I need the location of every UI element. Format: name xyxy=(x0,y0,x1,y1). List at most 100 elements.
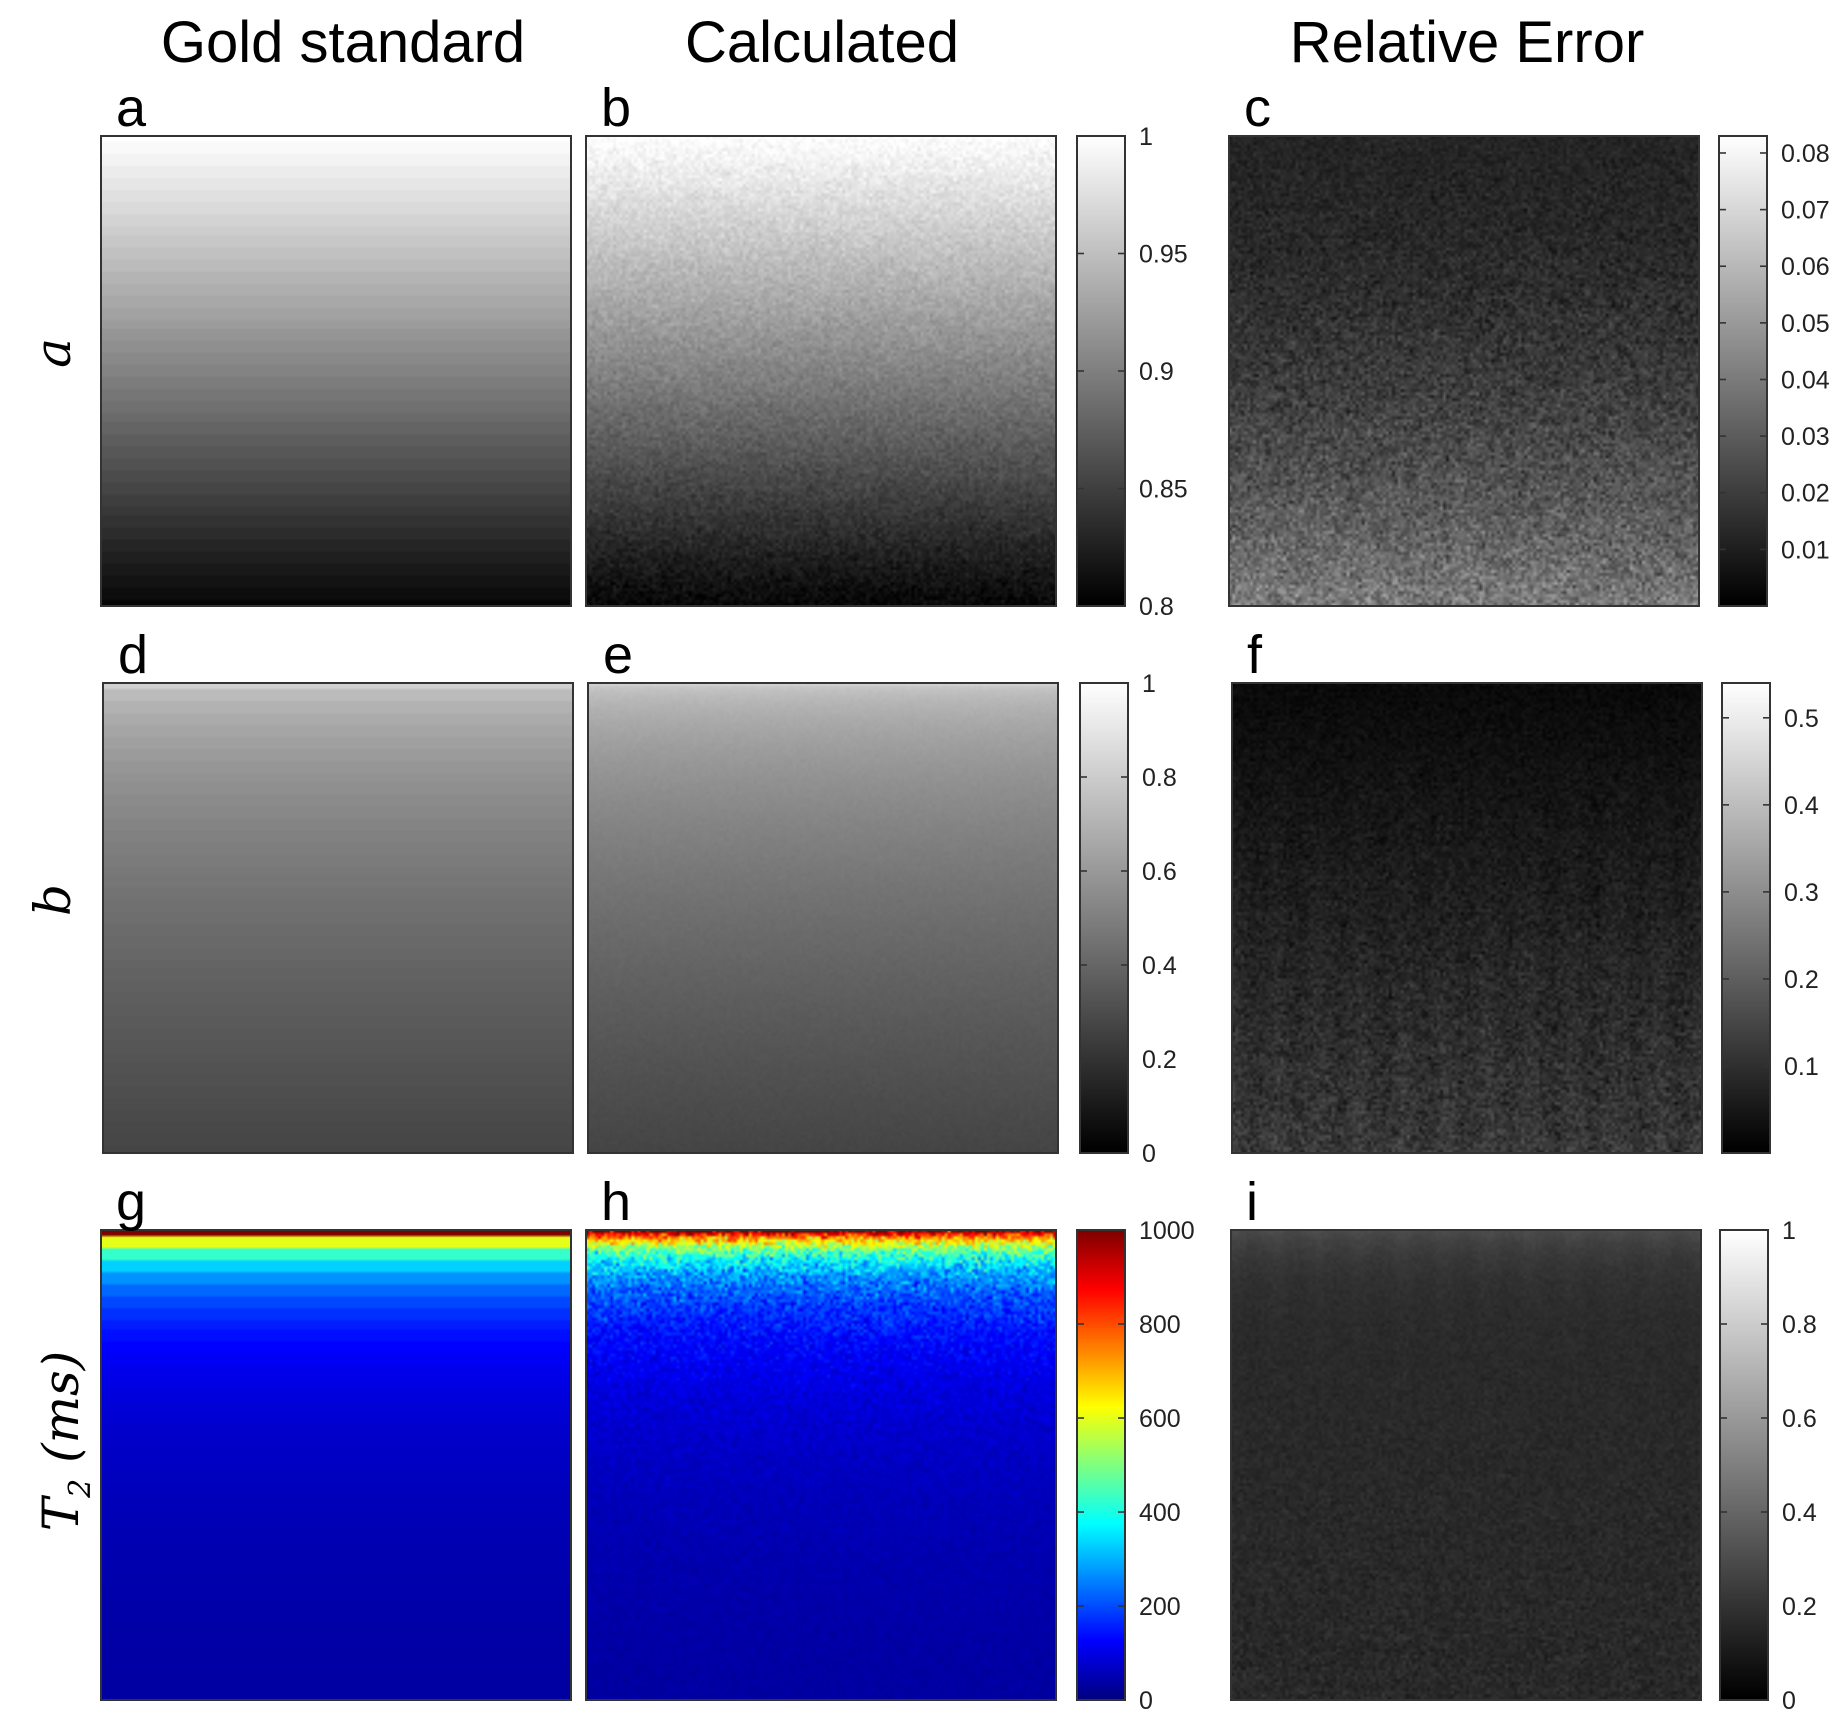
colorbar-f: 0.1 0.2 0.3 0.4 0.5 xyxy=(1721,682,1819,1154)
colorbar-e-frame xyxy=(1079,682,1129,1154)
colorbar-h-tick-label: 400 xyxy=(1139,1499,1181,1527)
column-title-calculated: Calculated xyxy=(685,10,959,75)
colorbar-b-tick-label: 0.9 xyxy=(1139,358,1174,386)
panel-i: i xyxy=(1230,1172,1702,1701)
colorbar-i-frame xyxy=(1719,1229,1769,1701)
panel-letter-b: b xyxy=(601,78,631,138)
colorbar-i-tick-label: 0.4 xyxy=(1782,1499,1817,1527)
colorbar-c-tick-label: 0.06 xyxy=(1781,253,1830,281)
colorbar-e-tick-label: 0.2 xyxy=(1142,1046,1177,1074)
panel-a-frame xyxy=(100,135,572,607)
panel-c-heatmap xyxy=(1229,136,1699,606)
colorbar-h-gradient xyxy=(1077,1230,1125,1700)
panel-b: b xyxy=(585,78,1057,607)
panel-d-frame xyxy=(102,682,574,1154)
colorbar-i: 0 0.2 0.4 0.6 0.8 1 xyxy=(1719,1217,1817,1715)
colorbar-e-tick-label: 0.6 xyxy=(1142,858,1177,886)
colorbar-b-gradient xyxy=(1077,136,1125,606)
row-label-t2: T2 (ms) xyxy=(32,1351,98,1531)
colorbar-i-tick-label: 1 xyxy=(1782,1217,1796,1245)
colorbar-e: 0 0.2 0.4 0.6 0.8 1 xyxy=(1079,670,1177,1168)
colorbar-f-tick-label: 0.5 xyxy=(1784,705,1819,733)
colorbar-h-frame xyxy=(1076,1229,1126,1701)
panel-f: f xyxy=(1231,625,1703,1154)
colorbar-i-tick-label: 0.8 xyxy=(1782,1311,1817,1339)
panel-g-heatmap xyxy=(101,1230,571,1700)
colorbar-f-tick-label: 0.1 xyxy=(1784,1053,1819,1081)
colorbar-b-tick-label: 0.95 xyxy=(1139,241,1188,269)
panel-letter-e: e xyxy=(603,625,633,685)
colorbar-e-tick-label: 0.8 xyxy=(1142,764,1177,792)
colorbar-f-tick-label: 0.4 xyxy=(1784,792,1819,820)
panel-a: a xyxy=(100,78,572,607)
panel-d: d xyxy=(102,625,574,1154)
colorbar-c-tick-label: 0.07 xyxy=(1781,197,1830,225)
colorbar-c-tick-label: 0.03 xyxy=(1781,423,1830,451)
panel-letter-f: f xyxy=(1247,625,1263,685)
colorbar-i-tick-label: 0.2 xyxy=(1782,1593,1817,1621)
panel-c: c xyxy=(1228,78,1700,607)
row-label-t2-unit: (ms) xyxy=(32,1351,90,1479)
panel-h: h xyxy=(585,1172,1057,1701)
panel-b-heatmap xyxy=(586,136,1056,606)
row-label-t2-main: T xyxy=(32,1494,90,1531)
panel-i-heatmap xyxy=(1231,1230,1701,1700)
panel-g: g xyxy=(100,1172,572,1701)
panel-c-frame xyxy=(1228,135,1700,607)
colorbar-h-tick-label: 600 xyxy=(1139,1405,1181,1433)
colorbar-b-tick-label: 1 xyxy=(1139,123,1153,151)
colorbar-c-frame xyxy=(1718,135,1768,607)
row-label-b: b xyxy=(24,884,82,916)
panel-h-frame xyxy=(585,1229,1057,1701)
colorbar-e-tick-label: 0.4 xyxy=(1142,952,1177,980)
panel-letter-d: d xyxy=(118,625,148,685)
panel-e-frame xyxy=(587,682,1059,1154)
svg-text:T2 (ms): T2 (ms) xyxy=(32,1351,98,1531)
panel-i-frame xyxy=(1230,1229,1702,1701)
colorbar-c-tick-label: 0.05 xyxy=(1781,310,1830,338)
colorbar-e-gradient xyxy=(1080,683,1128,1153)
panel-letter-c: c xyxy=(1244,78,1271,138)
colorbar-i-tick-label: 0 xyxy=(1782,1687,1796,1715)
row-label-t2-sub: 2 xyxy=(63,1479,98,1499)
colorbar-b-tick-label: 0.8 xyxy=(1139,593,1174,621)
panel-e: e xyxy=(587,625,1059,1154)
row-label-a: a xyxy=(24,338,82,368)
panel-f-heatmap xyxy=(1232,683,1702,1153)
colorbar-e-tick-label: 0 xyxy=(1142,1140,1156,1168)
panel-h-heatmap xyxy=(586,1230,1056,1700)
panel-letter-g: g xyxy=(116,1172,146,1232)
panel-a-heatmap xyxy=(101,136,571,606)
svg-text:a: a xyxy=(24,338,82,368)
svg-text:b: b xyxy=(24,884,82,916)
colorbar-c-gradient xyxy=(1719,136,1767,606)
colorbar-c-tick-label: 0.04 xyxy=(1781,366,1830,394)
panel-b-frame xyxy=(585,135,1057,607)
panels-layer: a b c d e f g h i xyxy=(100,78,1703,1701)
colorbar-c-tick-label: 0.01 xyxy=(1781,536,1830,564)
panel-letter-h: h xyxy=(601,1172,631,1232)
colorbar-i-gradient xyxy=(1720,1230,1768,1700)
colorbar-c: 0.01 0.02 0.03 0.04 0.05 0.06 0.07 0.08 xyxy=(1718,135,1830,607)
colorbar-f-gradient xyxy=(1722,683,1770,1153)
colorbar-b: 0.8 0.85 0.9 0.95 1 xyxy=(1076,123,1188,621)
panel-letter-i: i xyxy=(1246,1172,1258,1232)
column-title-relative-error: Relative Error xyxy=(1290,10,1645,75)
colorbar-c-tick-label: 0.08 xyxy=(1781,140,1830,168)
colorbar-i-tick-label: 0.6 xyxy=(1782,1405,1817,1433)
colorbars-layer: 0.80.850.90.9510.010.020.030.040.050.060… xyxy=(1076,123,1830,1715)
colorbar-h-tick-label: 200 xyxy=(1139,1593,1181,1621)
panel-d-heatmap xyxy=(103,683,573,1153)
column-title-gold-standard: Gold standard xyxy=(161,10,525,75)
panel-f-frame xyxy=(1231,682,1703,1154)
colorbar-f-tick-label: 0.3 xyxy=(1784,879,1819,907)
panel-e-heatmap xyxy=(588,683,1058,1153)
colorbar-f-tick-label: 0.2 xyxy=(1784,966,1819,994)
colorbar-h-tick-label: 1000 xyxy=(1139,1217,1195,1245)
colorbar-c-tick-label: 0.02 xyxy=(1781,480,1830,508)
colorbar-h-tick-label: 800 xyxy=(1139,1311,1181,1339)
colorbar-f-frame xyxy=(1721,682,1771,1154)
colorbar-h: 0 200 400 600 800 1000 xyxy=(1076,1217,1195,1715)
colorbar-h-tick-label: 0 xyxy=(1139,1687,1153,1715)
